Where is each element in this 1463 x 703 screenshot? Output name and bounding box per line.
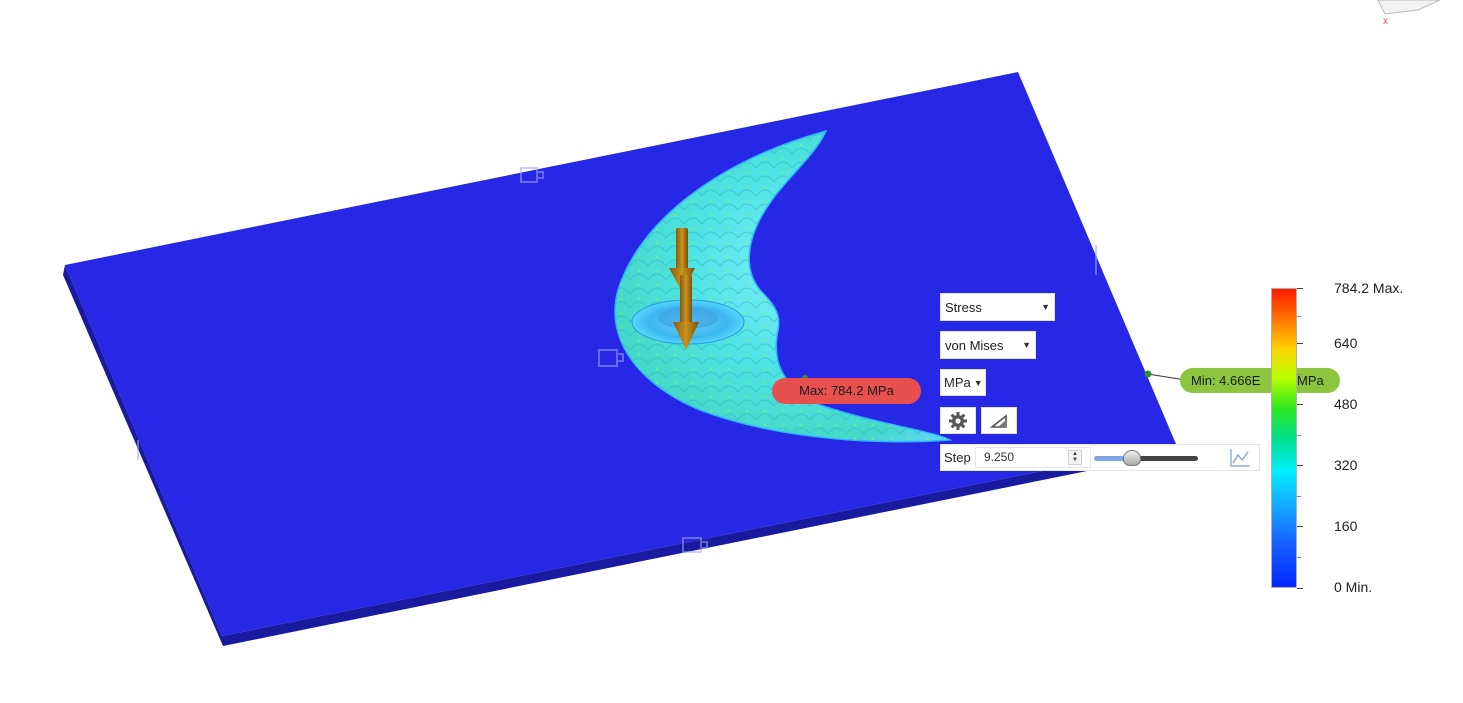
result-component-dropdown[interactable]: von Mises ▼ — [940, 331, 1036, 359]
gear-icon — [949, 411, 967, 430]
step-value: 9.250 — [984, 450, 1015, 464]
step-control: Step 9.250 ▲ ▼ — [940, 444, 1260, 471]
svg-text:x: x — [1383, 16, 1388, 27]
settings-button[interactable] — [940, 407, 976, 434]
legend-minor-tick — [1297, 435, 1301, 436]
step-input[interactable]: 9.250 — [975, 447, 1091, 468]
min-probe-label: Min: 4.666E — [1191, 373, 1261, 388]
result-component-value: von Mises — [945, 337, 1004, 353]
legend-minor-tick — [1297, 374, 1301, 375]
view-cube[interactable]: x — [1377, 0, 1441, 27]
min-stress-probe[interactable]: Min: 4.666E MPa — [1180, 368, 1340, 393]
result-type-dropdown[interactable]: Stress ▼ — [940, 293, 1055, 321]
unit-dropdown[interactable]: MPa ▼ — [940, 369, 986, 396]
min-probe-unit: MPa — [1297, 373, 1324, 388]
line-graph-icon[interactable] — [1229, 448, 1251, 468]
max-probe-label: Max: 784.2 MPa — [799, 383, 894, 398]
legend-major-tick — [1297, 526, 1303, 527]
legend-major-tick — [1297, 343, 1303, 344]
legend-label: 160 — [1334, 518, 1358, 534]
dropdown-arrow-icon: ▼ — [1022, 340, 1031, 350]
max-stress-probe[interactable]: Max: 784.2 MPa — [772, 378, 921, 404]
step-slider-thumb[interactable] — [1123, 450, 1141, 466]
min-probe-leader — [1147, 373, 1186, 381]
spinner-arrows-icon[interactable]: ▲ ▼ — [1068, 450, 1082, 465]
triangle-icon — [990, 413, 1007, 428]
step-slider[interactable] — [1094, 456, 1198, 461]
unit-value: MPa — [944, 375, 971, 390]
legend-major-tick — [1297, 465, 1303, 466]
step-label: Step — [944, 450, 971, 465]
stress-legend-bar — [1271, 288, 1297, 588]
legend-minor-tick — [1297, 557, 1301, 558]
legend-minor-tick — [1297, 496, 1301, 497]
legend-label-min: 0 Min. — [1334, 579, 1373, 595]
legend-label-max: 784.2 Max. — [1334, 280, 1404, 296]
mesh-markers — [137, 167, 1097, 553]
legend-major-tick — [1297, 288, 1303, 289]
legend-label: 480 — [1334, 396, 1358, 412]
legend-major-tick — [1297, 404, 1303, 405]
stress-result-part[interactable] — [614, 129, 953, 443]
legend-major-tick — [1297, 588, 1303, 589]
load-arrow-icon[interactable] — [669, 228, 699, 350]
legend-label: 320 — [1334, 457, 1358, 473]
contour-button[interactable] — [981, 407, 1017, 434]
legend-label: 640 — [1334, 335, 1358, 351]
dropdown-arrow-icon: ▼ — [973, 377, 983, 388]
result-type-value: Stress — [945, 299, 982, 315]
dropdown-arrow-icon: ▼ — [1041, 302, 1050, 312]
legend-minor-tick — [1297, 316, 1301, 317]
